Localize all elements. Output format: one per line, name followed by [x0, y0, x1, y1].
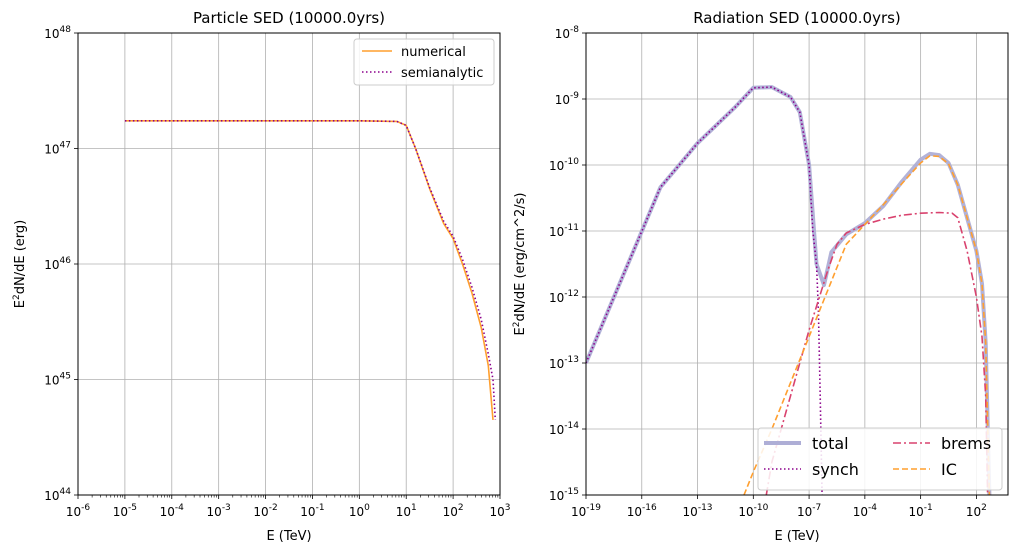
- legend-label-brems: brems: [941, 434, 991, 453]
- series-line-synch: [586, 86, 823, 495]
- y-tick-label: 10-9: [555, 91, 580, 107]
- x-tick-label: 10-4: [160, 503, 185, 519]
- radiation-sed-legend: total synch brems IC: [757, 427, 1003, 491]
- x-tick-label: 10-10: [738, 503, 768, 519]
- x-tick-label: 10-3: [207, 503, 231, 519]
- x-tick-label: 10-1: [908, 503, 932, 519]
- particle-sed-plot: Particle SED (10000.0yrs) 10-6 10-5 10-4 10…: [12, 9, 511, 544]
- particle-sed-legend: numerical semianalytic: [353, 38, 495, 86]
- y-tick-label: 10-11: [549, 223, 579, 239]
- x-tick-label: 10-16: [627, 503, 657, 519]
- particle-sed-grid: [77, 32, 501, 496]
- x-tick-label: 10-5: [113, 503, 137, 519]
- legend-label-synch: synch: [812, 460, 859, 479]
- y-tick-label: 10-15: [549, 487, 579, 503]
- y-tick-label: 10-12: [549, 289, 579, 305]
- x-tick-label: 10-7: [797, 503, 821, 519]
- x-tick-label: 10-1: [300, 503, 324, 519]
- y-tick-label: 1047: [44, 141, 71, 157]
- radiation-sed-plot: Radiation SED (10000.0yrs) 10-19 10-16 10-…: [512, 9, 1009, 544]
- x-tick-label: 102: [443, 503, 464, 519]
- radiation-sed-ylabel: E2dN/dE (erg/cm^2/s): [512, 193, 528, 336]
- y-tick-label: 10-8: [555, 25, 580, 41]
- x-tick-label: 102: [966, 503, 987, 519]
- radiation-sed-xlabel: E (TeV): [774, 529, 819, 544]
- y-tick-label: 10-13: [549, 355, 579, 371]
- radiation-sed-grid: [585, 32, 1008, 496]
- y-tick-label: 10-14: [549, 421, 579, 437]
- particle-sed-xlabel: E (TeV): [266, 529, 311, 544]
- legend-label-semianalytic: semianalytic: [401, 66, 483, 81]
- particle-sed-ylabel: E2dN/dE (erg): [12, 220, 28, 308]
- x-tick-label: 103: [489, 503, 510, 519]
- x-tick-label: 101: [396, 503, 417, 519]
- y-tick-label: 1045: [44, 372, 71, 388]
- legend-label-ic: IC: [941, 460, 957, 479]
- radiation-sed-axes-frame: [585, 32, 1009, 496]
- y-tick-label: 10-10: [549, 157, 579, 173]
- legend-label-numerical: numerical: [401, 45, 466, 60]
- y-tick-label: 1044: [44, 487, 71, 503]
- x-tick-label: 100: [349, 503, 370, 519]
- series-line-numerical: [124, 120, 494, 420]
- series-line-ic: [743, 155, 991, 495]
- y-tick-label: 1048: [44, 25, 71, 41]
- radiation-sed-series: [586, 85, 992, 495]
- radiation-sed-title: Radiation SED (10000.0yrs): [693, 9, 901, 27]
- particle-sed-ticks: 10-6 10-5 10-4 10-3 10-2 10-1 100 101 102 103 1044…: [44, 25, 510, 519]
- series-line-semianalytic: [124, 120, 497, 420]
- x-tick-label: 10-6: [66, 503, 91, 519]
- y-tick-label: 1046: [44, 256, 71, 272]
- x-tick-label: 10-4: [853, 503, 878, 519]
- legend-frame: [757, 427, 1003, 491]
- particle-sed-series: [124, 120, 497, 420]
- radiation-sed-ticks: 10-19 10-16 10-13 10-10 10-7 10-4 10-1 102 10-15…: [549, 25, 987, 519]
- x-tick-label: 10-13: [683, 503, 713, 519]
- legend-label-total: total: [812, 434, 849, 453]
- x-tick-label: 10-19: [571, 503, 601, 519]
- particle-sed-title: Particle SED (10000.0yrs): [193, 9, 385, 27]
- x-tick-label: 10-2: [253, 503, 277, 519]
